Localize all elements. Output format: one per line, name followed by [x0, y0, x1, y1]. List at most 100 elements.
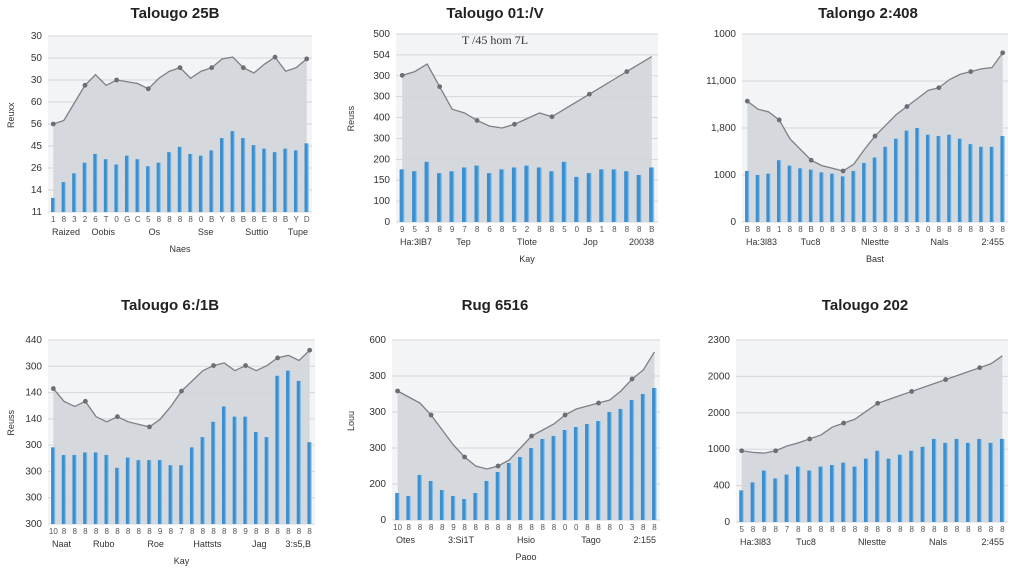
y-tick-label: 300	[25, 466, 42, 477]
x-tick-label: 9	[451, 523, 456, 532]
bar	[954, 438, 960, 522]
x-group-label: 3:Si1T	[448, 535, 475, 545]
x-tick-label: 8	[529, 523, 534, 532]
bar	[596, 421, 601, 520]
series-marker	[275, 355, 281, 361]
series-marker	[904, 104, 910, 109]
bar	[272, 152, 278, 212]
series-marker	[428, 412, 434, 418]
x-group-label: Tlote	[517, 237, 537, 247]
bar	[474, 165, 480, 222]
x-tick-label: 10	[49, 527, 58, 536]
series-marker	[114, 77, 120, 83]
series-marker	[936, 85, 942, 91]
bar	[484, 481, 490, 520]
x-group-label: Hsio	[517, 535, 535, 545]
y-tick-label: 400	[373, 113, 390, 124]
bar	[473, 493, 479, 520]
bar	[529, 448, 534, 520]
x-tick-label: 0	[619, 523, 624, 532]
bar	[784, 474, 790, 522]
bar	[262, 148, 267, 212]
bar	[875, 450, 881, 522]
area-series-line	[741, 355, 1003, 454]
bar	[179, 465, 184, 524]
bar	[188, 153, 193, 212]
bar	[536, 167, 543, 222]
x-tick-label: 1	[777, 225, 782, 234]
bar	[147, 460, 152, 524]
x-tick-label: 8	[115, 527, 120, 536]
bar	[943, 442, 949, 522]
x-tick-label: Y	[293, 215, 299, 224]
x-tick-label: 5	[739, 525, 744, 534]
bar	[135, 159, 140, 212]
x-group-label: Oobis	[91, 227, 115, 237]
x-tick-label: 9	[158, 527, 163, 536]
area-series-line	[402, 56, 653, 129]
x-tick-label: B	[808, 225, 813, 234]
series-marker	[209, 65, 215, 71]
bar	[462, 499, 467, 520]
x-group-label: Nlestte	[861, 237, 889, 247]
x-tick-label: 8	[608, 523, 613, 532]
bar	[897, 454, 903, 522]
x-tick-label: 3	[72, 215, 77, 224]
bar	[739, 490, 745, 522]
x-tick-label: 8	[94, 527, 99, 536]
x-tick-label: 8	[126, 527, 131, 536]
bar	[649, 167, 655, 222]
bar	[863, 458, 869, 522]
x-tick-label: 8	[862, 225, 867, 234]
x-tick-label: 8	[252, 215, 257, 224]
x-tick-label: 8	[851, 225, 856, 234]
y-tick-label: 0	[724, 517, 730, 528]
x-tick-label: 8	[190, 527, 195, 536]
x-tick-label: 8	[552, 523, 557, 532]
y-tick-label: 140	[25, 388, 42, 399]
bar	[883, 146, 888, 222]
y-tick-label: 300	[25, 519, 42, 530]
y-tick-label: 1,800	[711, 123, 736, 134]
x-tick-label: 1	[51, 215, 56, 224]
series-marker	[875, 400, 881, 406]
series-marker	[145, 86, 151, 92]
y-tick-label: 0	[730, 217, 736, 228]
x-tick-label: 8	[788, 225, 793, 234]
y-tick-label: 0	[384, 217, 390, 228]
bar	[819, 172, 825, 222]
bar	[461, 167, 468, 222]
series-marker	[243, 363, 248, 368]
x-tick-label: 8	[596, 523, 601, 532]
bar	[511, 167, 518, 222]
y-tick-label: 140	[25, 414, 42, 425]
bar	[965, 442, 971, 522]
bar	[787, 165, 793, 222]
series-marker	[462, 454, 467, 460]
bar	[755, 175, 761, 222]
bar	[988, 442, 994, 522]
series-marker	[395, 388, 400, 394]
series-marker	[529, 433, 534, 439]
x-tick-label: 3	[873, 225, 878, 234]
x-group-label: 2:155	[633, 535, 656, 545]
y-tick-label: 600	[369, 335, 386, 346]
bar	[200, 437, 206, 524]
x-tick-label: 8	[537, 225, 542, 234]
x-tick-label: 9	[450, 225, 455, 234]
x-tick-label: 8	[883, 225, 888, 234]
bar	[296, 380, 302, 524]
x-group-label: 20038	[629, 237, 654, 247]
x-tick-label: 3	[905, 225, 910, 234]
x-tick-label: 8	[943, 525, 948, 534]
x-tick-label: 8	[756, 225, 761, 234]
x-tick-label: 9	[400, 225, 405, 234]
bar	[168, 465, 174, 524]
area-series	[741, 355, 1003, 522]
x-tick-label: 3	[915, 225, 920, 234]
bar	[1000, 136, 1005, 222]
x-tick-label: B	[241, 215, 246, 224]
x-tick-label: 7	[462, 225, 467, 234]
bar	[125, 457, 131, 524]
